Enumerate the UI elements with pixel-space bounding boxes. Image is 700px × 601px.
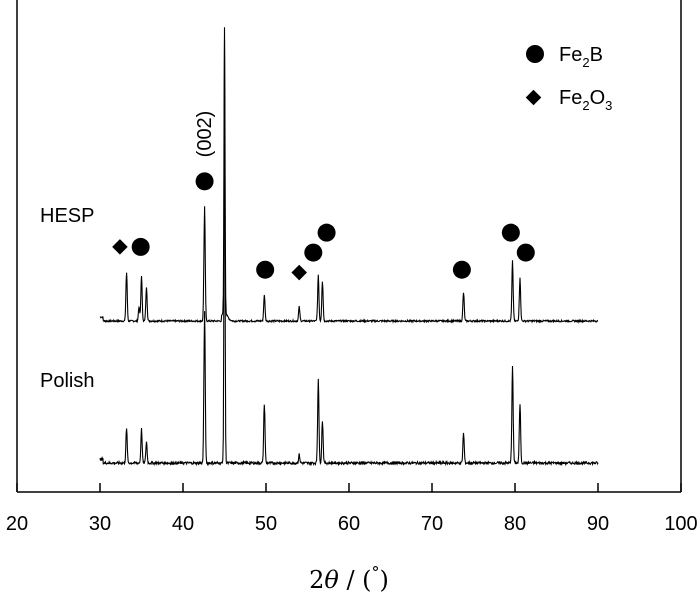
legend-diamond-icon <box>525 89 542 106</box>
phase-markers <box>112 172 535 281</box>
x-tick-label-50: 50 <box>255 513 277 535</box>
fe2b-marker-7 <box>452 260 471 279</box>
fe2o3-marker-4 <box>291 264 307 281</box>
fe2b-marker-6 <box>317 223 336 242</box>
pattern-line-hesp <box>99 27 599 325</box>
x-axis-label: 2θ / (°) <box>309 563 389 594</box>
peak-annotation-002: (002) <box>194 111 216 158</box>
x-tick-label-30: 30 <box>89 513 111 535</box>
series-label-hesp: HESP <box>40 205 94 227</box>
x-axis-tick-labels: 20 30 40 50 60 70 80 90 100 <box>6 513 698 535</box>
legend-label-fe2o3: Fe2O3 <box>559 87 612 113</box>
x-tick-label-70: 70 <box>421 513 443 535</box>
legend-circle-icon <box>526 45 544 63</box>
pattern-line-polish <box>99 38 599 467</box>
fe2b-marker-1 <box>131 237 150 256</box>
x-tick-label-40: 40 <box>172 513 194 535</box>
fe2b-marker-9 <box>516 243 535 262</box>
legend-label-fe2b: Fe2B <box>559 44 603 70</box>
x-tick-label-20: 20 <box>6 513 28 535</box>
x-tick-label-60: 60 <box>338 513 360 535</box>
series-hesp <box>99 27 599 325</box>
series-polish <box>99 38 599 467</box>
fe2b-marker-5 <box>304 243 323 262</box>
x-tick-label-90: 90 <box>587 513 609 535</box>
fe2b-marker-3 <box>256 260 275 279</box>
fe2b-marker-2 <box>195 172 214 191</box>
x-tick-label-80: 80 <box>504 513 526 535</box>
series-label-polish: Polish <box>40 370 94 392</box>
fe2b-marker-8 <box>501 223 520 242</box>
fe2o3-marker-0 <box>112 239 128 255</box>
x-tick-label-100: 100 <box>664 513 697 535</box>
x-axis-ticks <box>16 483 682 492</box>
legend: Fe2B Fe2O3 <box>525 44 612 113</box>
series-layer <box>99 27 599 467</box>
